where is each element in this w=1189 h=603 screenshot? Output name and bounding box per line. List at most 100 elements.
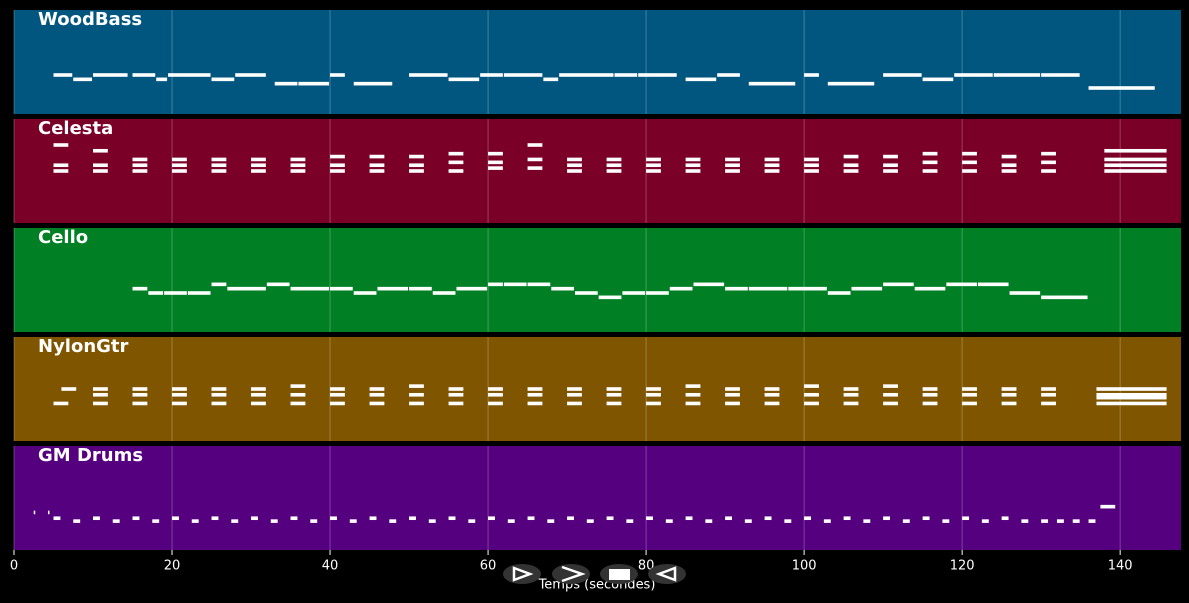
note (409, 169, 424, 173)
note (1041, 151, 1056, 156)
note (527, 516, 535, 521)
note (251, 516, 258, 521)
note (132, 387, 148, 391)
note (547, 519, 555, 523)
note (235, 73, 266, 77)
note (330, 163, 345, 168)
note (725, 387, 740, 391)
note (669, 286, 693, 291)
play-button[interactable] (503, 564, 541, 584)
note (251, 401, 266, 406)
note (1041, 160, 1056, 165)
note (251, 163, 266, 168)
track-panel (14, 446, 1181, 550)
note (693, 282, 725, 287)
note (172, 401, 187, 406)
note (922, 401, 938, 406)
note (993, 73, 1041, 77)
note (527, 401, 543, 406)
note (148, 291, 164, 295)
note (725, 401, 740, 406)
note (1056, 519, 1064, 523)
stop-button[interactable] (600, 564, 638, 584)
note (132, 157, 148, 162)
note (330, 392, 345, 397)
note (646, 157, 661, 162)
note (883, 282, 914, 287)
note (559, 73, 614, 77)
note (586, 519, 594, 523)
note (883, 163, 898, 168)
note (1104, 169, 1167, 173)
note (764, 157, 780, 162)
x-tick-label: 20 (164, 559, 181, 574)
note (804, 157, 819, 162)
note (53, 73, 73, 77)
note (567, 387, 582, 391)
note (369, 169, 385, 173)
note (448, 151, 464, 156)
track-panel (14, 337, 1181, 441)
note (567, 163, 582, 168)
note (685, 401, 701, 406)
note (527, 392, 543, 397)
note (251, 387, 266, 391)
note (962, 169, 977, 173)
rewind-button[interactable] (648, 564, 686, 584)
note (132, 401, 148, 406)
note (646, 516, 653, 521)
note (665, 519, 673, 523)
note (211, 401, 227, 406)
note (1096, 401, 1167, 406)
note (330, 516, 337, 521)
note (784, 519, 792, 523)
note (488, 282, 503, 287)
note (164, 291, 187, 295)
note (527, 166, 543, 170)
note (922, 392, 938, 397)
note (211, 387, 227, 391)
note (646, 401, 661, 406)
note (448, 516, 456, 521)
note (172, 516, 179, 521)
note (448, 387, 464, 391)
note (1104, 148, 1167, 153)
note (883, 401, 898, 406)
note (93, 148, 108, 153)
note (804, 392, 819, 397)
note (480, 73, 503, 77)
note (93, 516, 100, 521)
note (1021, 519, 1029, 523)
track: WoodBass (13, 9, 1181, 114)
note (827, 291, 851, 295)
note (804, 401, 819, 406)
note (369, 516, 377, 521)
note (211, 163, 227, 168)
note (187, 291, 211, 295)
note (962, 392, 977, 397)
note (231, 519, 239, 523)
note (962, 160, 977, 165)
track-panel (14, 10, 1181, 114)
note (353, 291, 377, 295)
note (606, 401, 622, 406)
note (685, 516, 693, 521)
note (804, 384, 819, 388)
note (823, 519, 831, 523)
forward-button[interactable] (552, 564, 590, 584)
note (977, 282, 1009, 287)
note (290, 163, 306, 168)
note (369, 163, 385, 168)
note (764, 163, 780, 168)
note (622, 291, 646, 295)
note (863, 519, 871, 523)
note (827, 81, 875, 86)
note (488, 151, 503, 156)
note (290, 516, 298, 521)
note (574, 291, 598, 295)
note (804, 163, 819, 168)
note (227, 286, 266, 291)
note (448, 169, 464, 173)
note (725, 516, 733, 521)
